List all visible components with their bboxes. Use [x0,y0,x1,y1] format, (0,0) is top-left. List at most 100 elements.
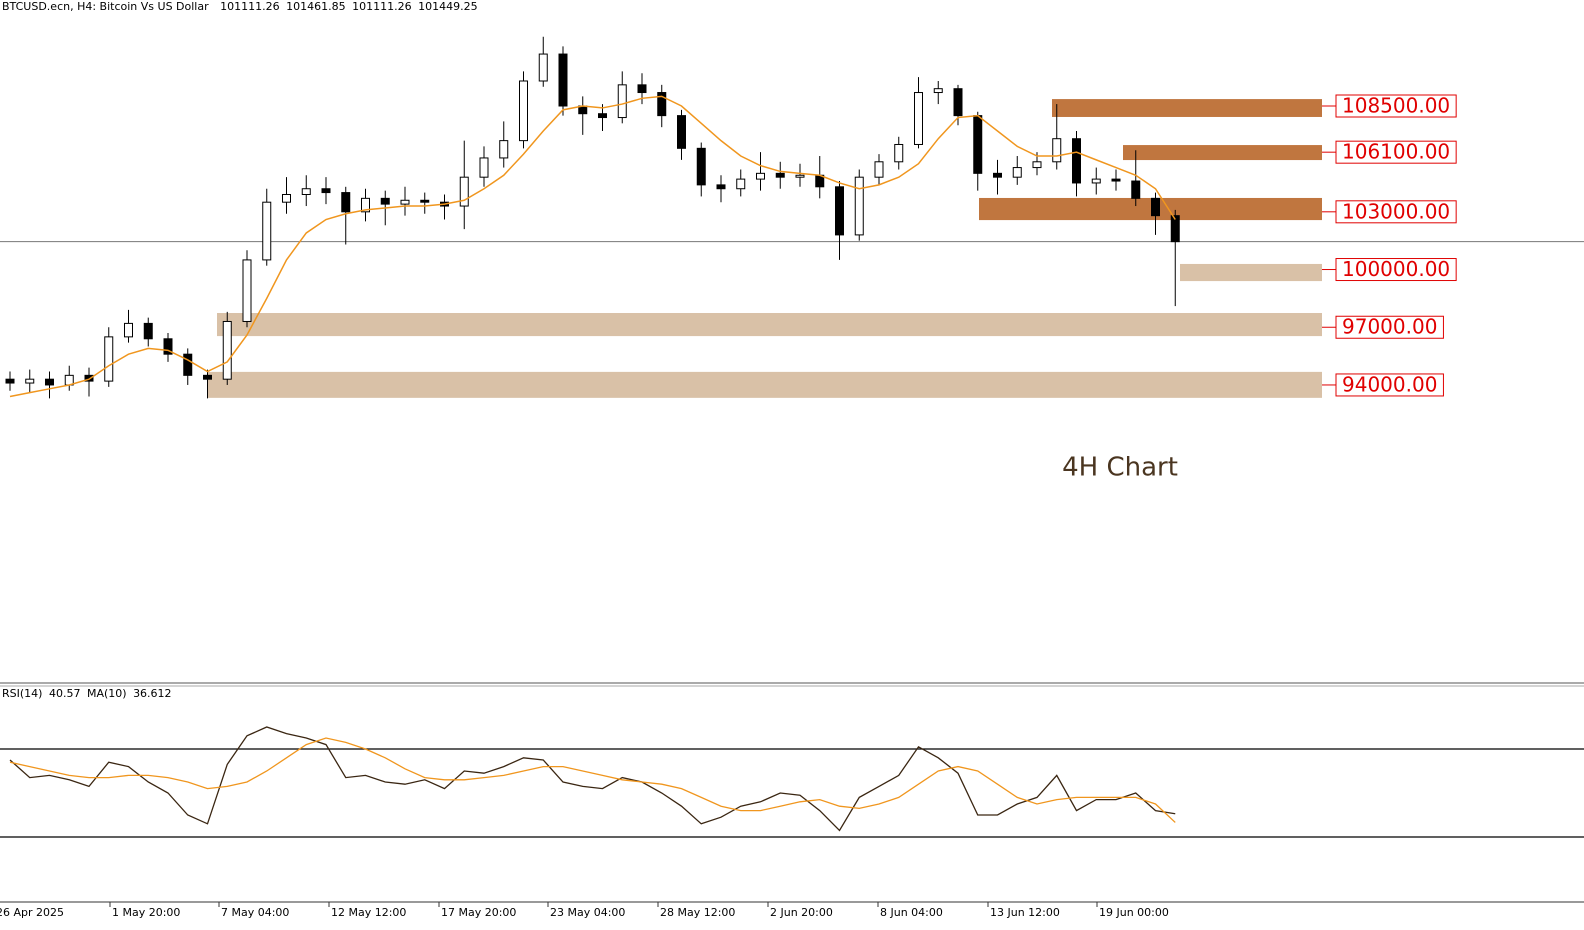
candle-body [993,172,1002,178]
zone-label-box [1335,258,1457,282]
zone-label: 97000.00 [1342,315,1437,339]
candle-body [1131,180,1141,199]
candle-body [143,322,153,340]
candle-body [301,188,311,195]
candle-body [1032,161,1042,169]
candle-body [933,88,943,94]
zone [217,313,1322,337]
zone-label-box [1335,140,1457,164]
rsi-title: RSI(14) [2,687,42,700]
x-tick-label: 13 Jun 12:00 [990,906,1060,919]
candle-body [380,197,390,205]
candle-body [222,320,232,380]
candle-body [45,378,54,386]
x-tick-label: 7 May 04:00 [221,906,289,919]
zone-label: 103000.00 [1342,199,1450,223]
candle-body [84,374,94,382]
x-tick-label: 12 May 12:00 [331,906,406,919]
candle-body [282,193,291,203]
candle-body [598,113,607,119]
candle-body [953,88,963,117]
candle-body [1052,138,1062,163]
candle-body [973,115,983,174]
price-header: BTCUSD.ecn, H4: Bitcoin Vs US Dollar 101… [2,0,478,13]
x-tick-label: 28 May 12:00 [660,906,735,919]
candle-body [104,336,114,382]
x-tick-label: 26 Apr 2025 [0,906,64,919]
rsi-line [9,726,1176,832]
candle-body [25,378,35,384]
zone [1052,99,1322,117]
zone-label-box [1335,315,1444,339]
candle-body [558,53,568,107]
candle-body [736,178,746,190]
zone-label: 94000.00 [1342,372,1437,396]
candle-body [775,172,785,178]
candle-body [874,161,884,178]
candle-body [1170,215,1180,243]
candle-body [5,378,15,384]
candle-body [1072,138,1081,184]
candle-body [321,188,331,194]
x-tick-label: 8 Jun 04:00 [880,906,943,919]
x-tick-label: 2 Jun 20:00 [770,906,833,919]
candle-body [677,115,686,149]
candle-body [242,259,252,322]
candle-body [341,192,351,213]
zone [208,371,1322,398]
candle-body [400,199,410,205]
rsi-value: 40.57 [49,687,81,700]
rsi-ma-value: 36.612 [133,687,172,700]
rsi-ma-title: MA(10) [87,687,127,700]
symbol-title: BTCUSD.ecn, H4: Bitcoin Vs US Dollar [2,0,209,13]
candle-body [124,322,133,338]
quote-open: 101111.26 [220,0,280,13]
zone-label-box [1335,200,1457,224]
moving-average [9,95,1176,398]
candle-body [538,53,548,82]
candle-body [519,80,528,142]
zone-label: 100000.00 [1342,257,1450,281]
zone-label: 108500.00 [1342,94,1450,118]
x-tick-label: 23 May 04:00 [550,906,625,919]
zone [1123,145,1322,161]
candle-body [716,184,726,190]
candle-body [1111,178,1121,182]
x-tick-label: 19 Jun 00:00 [1099,906,1169,919]
annotation: 4H Chart [1062,453,1178,483]
quote-high: 101461.85 [286,0,346,13]
candle-body [657,92,667,117]
candle-body [696,147,706,186]
candle-body [420,199,430,203]
candle-body [163,338,173,355]
candle-body [183,353,193,376]
candle-body [361,197,370,213]
zone-label: 106100.00 [1342,140,1450,164]
candle-body [756,172,765,180]
candle-body [1151,197,1160,217]
candle-body [1012,167,1022,178]
candle-body [203,374,212,380]
candle-body [479,157,489,178]
rsi-line [9,737,1176,823]
candle-body [499,140,509,159]
zone-label-box [1335,94,1457,118]
candle-body [262,201,272,261]
candle-body [617,84,627,119]
zone-label-box [1335,373,1444,397]
x-tick-label: 1 May 20:00 [112,906,180,919]
zone [1180,263,1322,282]
rsi-header: RSI(14) 40.57 MA(10) 36.612 [2,687,172,700]
quote-close: 101449.25 [418,0,478,13]
x-tick-label: 17 May 20:00 [441,906,516,919]
candle-body [914,92,923,145]
candle-body [835,186,844,236]
candle-body [1091,178,1101,184]
candle-body [854,176,864,236]
quote-low: 101111.26 [352,0,412,13]
candle-body [637,84,647,94]
candle-body [795,174,805,178]
zone [979,197,1322,221]
candle-body [894,143,904,163]
